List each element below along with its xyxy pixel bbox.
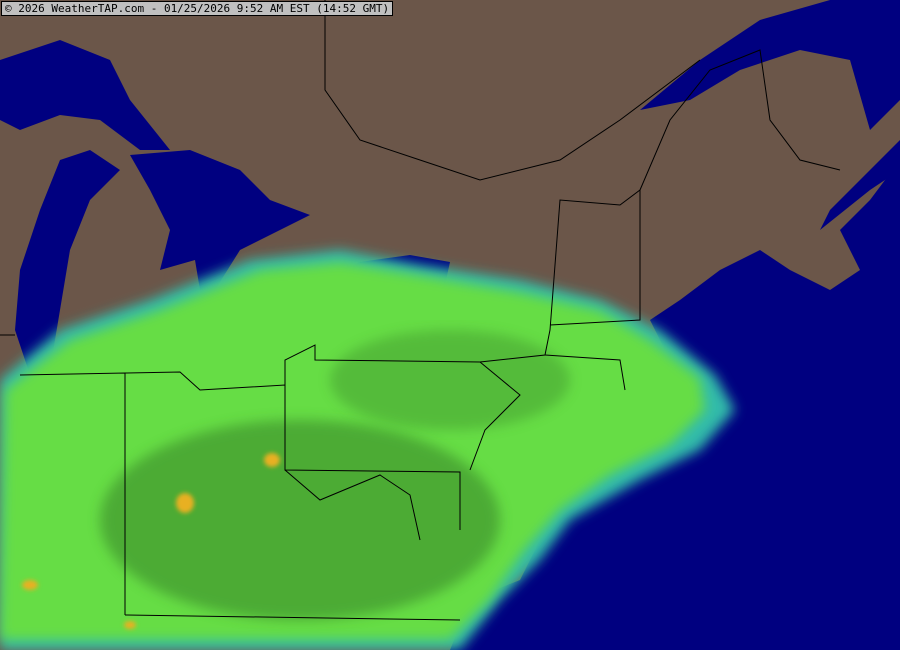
- political-borders: [0, 0, 841, 621]
- lake-michigan: [15, 150, 120, 375]
- timestamp-label: © 2026 WeatherTAP.com - 01/25/2026 9:52 …: [1, 1, 394, 16]
- bay-of-fundy: [820, 140, 900, 230]
- radar-moderate: [330, 330, 570, 430]
- gulf-st-lawrence: [640, 0, 900, 130]
- lake-huron: [130, 150, 310, 290]
- lake-superior: [0, 40, 170, 150]
- radar-moderate: [100, 420, 500, 620]
- radar-heavy: [22, 453, 280, 629]
